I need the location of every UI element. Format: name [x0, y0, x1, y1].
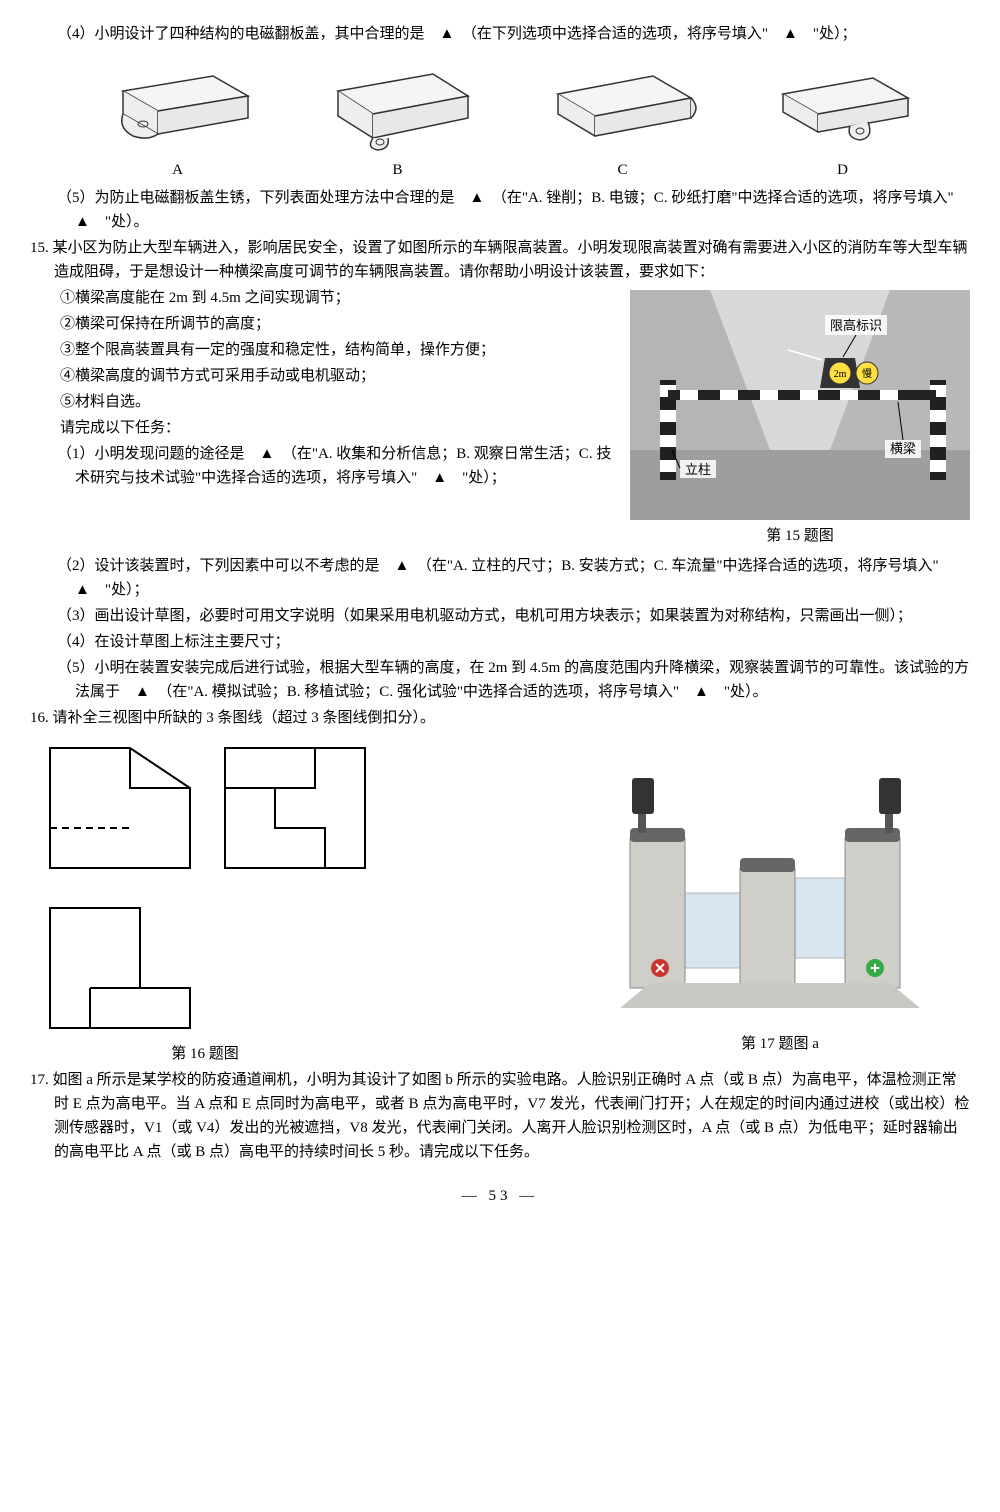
q15-sub3: （3）画出设计草图，必要时可用文字说明（如果采用电机驱动方式，电机可用方块表示；…: [30, 604, 970, 628]
q15-fig-caption: 第 15 题图: [630, 524, 970, 548]
q15-sub5: （5）小明在装置安装完成后进行试验，根据大型车辆的高度，在 2m 到 4.5m …: [30, 656, 970, 704]
q17-figure-wrapper: 第 17 题图 a: [590, 738, 970, 1066]
svg-text:横梁: 横梁: [890, 441, 916, 456]
option-label-a: A: [103, 158, 253, 182]
q15-figure-wrapper: 2m 慢 限高标识 立柱 横梁 第 15 题图: [630, 290, 970, 548]
q15-figure: 2m 慢 限高标识 立柱 横梁: [630, 290, 970, 520]
svg-text:2m: 2m: [834, 369, 847, 380]
q16-fig-caption: 第 16 题图: [30, 1042, 380, 1066]
option-d-diagram: [768, 56, 918, 156]
q17-fig-caption: 第 17 题图 a: [590, 1032, 970, 1056]
q16-three-view-diagram: [30, 738, 380, 1038]
q16-q17-figure-row: 第 16 题图 第 17: [30, 738, 970, 1066]
svg-text:慢: 慢: [862, 368, 872, 380]
option-c-diagram: [543, 56, 703, 156]
q15-sub4: （4）在设计草图上标注主要尺寸；: [30, 630, 970, 654]
svg-text:限高标识: 限高标识: [830, 318, 882, 333]
svg-text:立柱: 立柱: [685, 462, 711, 477]
q17-stem: 17. 如图 a 所示是某学校的防疫通道闸机，小明为其设计了如图 b 所示的实验…: [30, 1068, 970, 1164]
option-a-diagram: [103, 56, 253, 156]
q14-part4: （4）小明设计了四种结构的电磁翻板盖，其中合理的是 ▲ （在下列选项中选择合适的…: [30, 22, 970, 46]
option-label-c: C: [543, 158, 703, 182]
q16-figure-wrapper: 第 16 题图: [30, 738, 380, 1066]
q15-sub2: （2）设计该装置时，下列因素中可以不考虑的是 ▲ （在"A. 立柱的尺寸；B. …: [30, 554, 970, 602]
q15-stem: 15. 某小区为防止大型车辆进入，影响居民安全，设置了如图所示的车辆限高装置。小…: [30, 236, 970, 284]
q16-stem: 16. 请补全三视图中所缺的 3 条图线（超过 3 条图线倒扣分）。: [30, 706, 970, 730]
page-number: — 53 —: [30, 1184, 970, 1208]
option-label-b: B: [318, 158, 478, 182]
q14-option-images-row: [30, 48, 970, 158]
q14-part5: （5）为防止电磁翻板盖生锈，下列表面处理方法中合理的是 ▲ （在"A. 锉削；B…: [30, 186, 970, 234]
q17-turnstile-diagram: [590, 738, 970, 1028]
q14-option-labels-row: A B C D: [30, 158, 970, 184]
option-label-d: D: [768, 158, 918, 182]
option-b-diagram: [318, 56, 478, 156]
